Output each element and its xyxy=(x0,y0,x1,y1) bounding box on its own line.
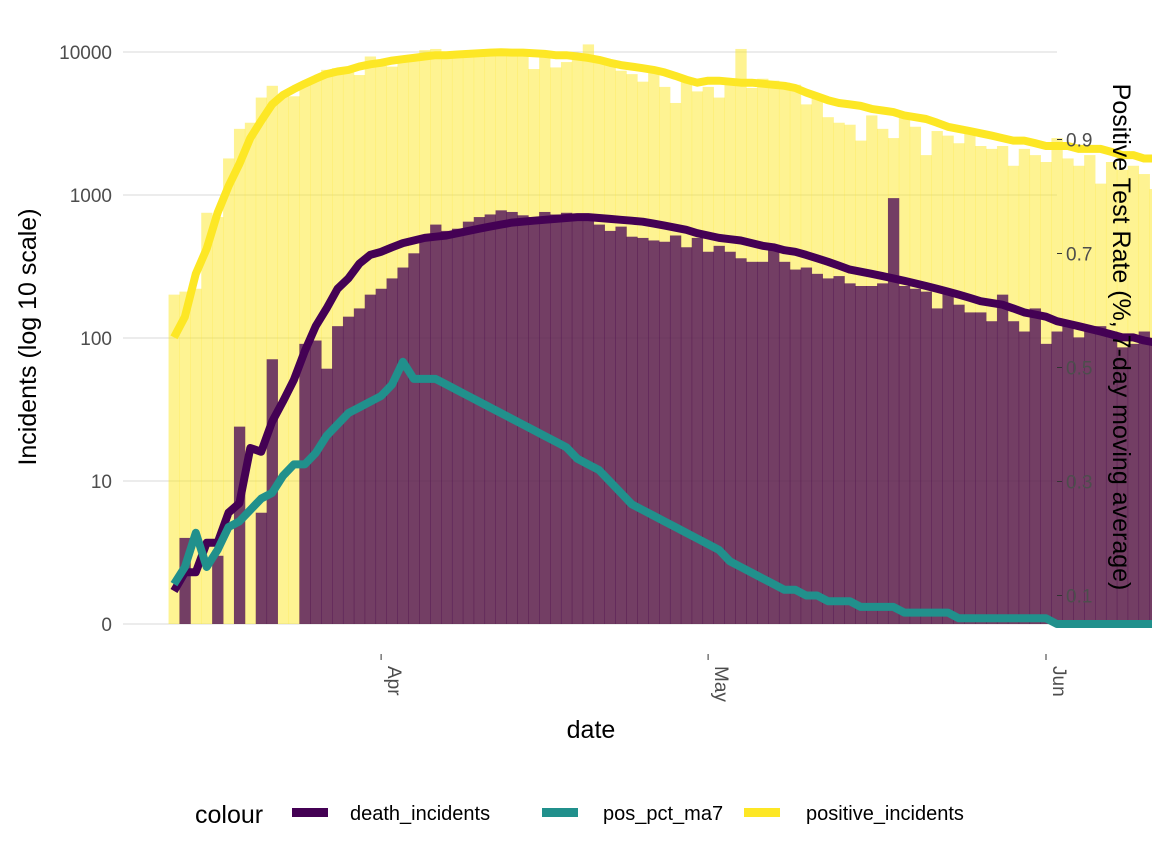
y-axis-ticks: 0 10 100 1000 10000 xyxy=(59,43,112,636)
legend-key-positive_incidents xyxy=(744,808,780,817)
legend-key-death_incidents xyxy=(292,808,328,817)
death-incidents-bar xyxy=(387,278,398,624)
death-incidents-bar xyxy=(1051,332,1062,624)
death-incidents-bar xyxy=(932,308,943,624)
death-incidents-bar xyxy=(986,321,997,624)
death-incidents-bar xyxy=(1019,332,1030,624)
death-incidents-bar xyxy=(779,262,790,624)
x-axis-title: date xyxy=(567,716,616,744)
death-incidents-bar xyxy=(648,240,659,624)
death-incidents-bar xyxy=(910,289,921,624)
death-incidents-bar xyxy=(801,268,812,624)
death-incidents-bar xyxy=(823,278,834,624)
death-incidents-bar xyxy=(539,212,550,624)
legend-key-pos_pct_ma7 xyxy=(542,808,578,817)
death-incidents-bar xyxy=(899,286,910,624)
death-incidents-bar xyxy=(452,229,463,624)
death-incidents-bar xyxy=(583,217,594,624)
legend-label-positive_incidents: positive_incidents xyxy=(806,803,964,825)
death-incidents-bar xyxy=(703,252,714,624)
x-tick-label: Apr xyxy=(383,666,404,696)
death-incidents-bar xyxy=(310,341,321,624)
death-incidents-bar xyxy=(833,276,844,624)
death-incidents-bar xyxy=(430,225,441,624)
death-incidents-bar xyxy=(670,235,681,624)
death-incidents-bar xyxy=(888,198,899,624)
death-incidents-bar xyxy=(659,242,670,624)
legend-title: colour xyxy=(195,801,263,829)
death-incidents-bar xyxy=(419,238,430,624)
death-incidents-bar xyxy=(1041,344,1052,624)
death-incidents-bar xyxy=(474,217,485,624)
death-incidents-bar xyxy=(550,214,561,624)
death-incidents-bar xyxy=(844,283,855,624)
y-tick-label: 100 xyxy=(80,329,112,350)
death-incidents-bar xyxy=(1095,326,1106,624)
legend: colour death_incidents pos_pct_ma7 posit… xyxy=(195,801,964,829)
death-incidents-bar xyxy=(812,274,823,624)
death-incidents-bar xyxy=(605,231,616,624)
death-incidents-bar xyxy=(572,217,583,624)
y-axis-title: Incidents (log 10 scale) xyxy=(14,208,42,465)
y2-tick-label: 0.5 xyxy=(1066,359,1092,380)
death-incidents-bar xyxy=(1030,308,1041,624)
death-incidents-bar xyxy=(594,225,605,624)
death-incidents-bar xyxy=(790,270,801,624)
y-tick-label: 10000 xyxy=(59,43,112,64)
death-incidents-bar xyxy=(975,312,986,624)
death-incidents-bar xyxy=(354,308,365,624)
x-tick-label: Jun xyxy=(1048,666,1069,697)
death-incidents-bar xyxy=(212,556,223,624)
death-incidents-bar xyxy=(997,295,1008,624)
death-incidents-bar xyxy=(921,292,932,624)
death-incidents-bar xyxy=(397,268,408,624)
y-tick-label: 0 xyxy=(101,615,112,636)
death-incidents-bar xyxy=(408,253,419,624)
y2-axis-title: Positive Test Rate (%, 7-day moving aver… xyxy=(1107,84,1135,591)
death-incidents-bar xyxy=(256,513,267,624)
death-incidents-bar xyxy=(343,317,354,624)
y2-tick-label: 0.9 xyxy=(1066,131,1092,152)
death-incidents-bar xyxy=(964,312,975,624)
death-incidents-bar xyxy=(877,283,888,624)
death-incidents-bar xyxy=(376,289,387,624)
y-tick-label: 1000 xyxy=(70,186,112,207)
death-incidents-bar xyxy=(365,295,376,624)
death-incidents-bar xyxy=(321,369,332,624)
y2-tick-label: 0.3 xyxy=(1066,473,1092,494)
death-incidents-bar xyxy=(681,247,692,624)
positive-incidents-bar xyxy=(223,158,234,624)
death-incidents-bar xyxy=(299,344,310,624)
death-incidents-bar xyxy=(724,252,735,624)
death-incidents-bar xyxy=(692,238,703,624)
x-axis-ticks: Apr May Jun xyxy=(381,654,1069,702)
death-incidents-bar xyxy=(485,214,496,624)
death-incidents-bar xyxy=(463,222,474,624)
death-incidents-bar xyxy=(528,217,539,624)
death-incidents-bar xyxy=(866,286,877,624)
death-incidents-bar xyxy=(615,227,626,624)
death-incidents-bar xyxy=(757,262,768,624)
death-incidents-bar xyxy=(953,305,964,624)
death-incidents-bar xyxy=(637,238,648,624)
death-incidents-bar xyxy=(332,326,343,624)
death-incidents-bar xyxy=(1008,321,1019,624)
death-incidents-bar xyxy=(626,237,637,624)
death-incidents-bar xyxy=(441,231,452,624)
y-tick-label: 10 xyxy=(91,472,112,493)
death-incidents-bar xyxy=(942,292,953,624)
y2-tick-label: 0.7 xyxy=(1066,245,1092,266)
positive-incidents-bar xyxy=(278,95,289,624)
y2-tick-label: 0.1 xyxy=(1066,587,1092,608)
death-incidents-bar xyxy=(855,286,866,624)
death-incidents-bar xyxy=(768,250,779,624)
positive-incidents-bar xyxy=(245,123,256,624)
death-incidents-bar xyxy=(714,246,725,624)
x-tick-label: May xyxy=(710,666,731,702)
death-incidents-bar xyxy=(1139,332,1150,624)
legend-label-pos_pct_ma7: pos_pct_ma7 xyxy=(603,803,723,825)
death-incidents-bar xyxy=(561,213,572,624)
legend-label-death_incidents: death_incidents xyxy=(350,803,490,825)
